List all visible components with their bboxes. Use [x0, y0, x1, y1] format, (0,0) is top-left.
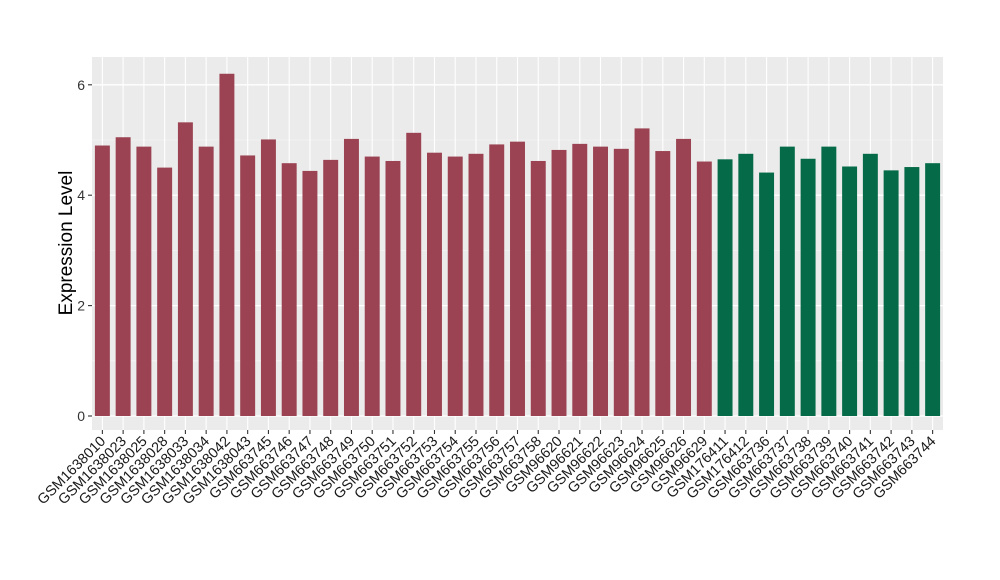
bar-GSM663753 — [427, 152, 442, 417]
bar-GSM96622 — [593, 146, 608, 416]
bar-GSM663738 — [800, 158, 816, 416]
y-tick-label: 0 — [77, 408, 85, 424]
bar-GSM663757 — [510, 141, 525, 416]
bar-GSM96623 — [613, 148, 629, 416]
bar-GSM96625 — [655, 151, 671, 417]
bar-GSM663749 — [343, 138, 359, 416]
y-axis-title: Expression Level — [56, 171, 77, 316]
bar-GSM663756 — [489, 144, 505, 416]
bar-GSM663746 — [281, 163, 297, 416]
bar-GSM663737 — [779, 146, 795, 416]
bar-GSM96624 — [634, 128, 650, 416]
bar-GSM663751 — [385, 160, 401, 416]
y-axis: 0 2 4 6 — [77, 77, 92, 424]
bar-GSM1638034 — [198, 146, 214, 416]
bar-GSM96620 — [551, 149, 567, 416]
bar-GSM663758 — [530, 160, 546, 416]
bar-GSM1638023 — [115, 137, 131, 417]
bar-GSM1638042 — [219, 73, 235, 416]
bar-GSM663748 — [323, 159, 339, 416]
bars-layer — [94, 73, 941, 417]
y-tick-label: 6 — [77, 77, 85, 93]
bar-GSM176411 — [717, 159, 733, 416]
bar-GSM1638010 — [94, 145, 110, 416]
y-tick-label: 2 — [77, 298, 85, 314]
bar-GSM663736 — [759, 172, 775, 416]
bar-GSM663742 — [883, 170, 899, 416]
bar-GSM663754 — [447, 156, 463, 416]
bar-GSM663739 — [821, 146, 837, 416]
bar-GSM1638033 — [177, 122, 193, 416]
y-tick-label: 4 — [77, 187, 85, 203]
bar-GSM663745 — [260, 139, 276, 416]
bar-GSM1638043 — [240, 155, 256, 416]
bar-GSM1638028 — [157, 167, 173, 416]
x-axis: GSM1638010GSM1638023GSM1638025GSM1638028… — [35, 430, 939, 508]
bar-GSM663741 — [862, 153, 878, 417]
bar-GSM96629 — [696, 161, 712, 416]
bar-GSM663752 — [406, 132, 422, 416]
bar-GSM663743 — [904, 167, 920, 416]
bar-GSM663747 — [302, 170, 318, 416]
bar-GSM663750 — [364, 156, 380, 416]
bar-GSM663744 — [925, 163, 941, 416]
bar-GSM663755 — [468, 153, 484, 417]
bar-GSM176412 — [738, 153, 754, 417]
bar-GSM96626 — [676, 138, 692, 416]
bar-GSM96621 — [572, 143, 588, 416]
bar-GSM663740 — [842, 166, 858, 416]
bar-GSM1638025 — [136, 146, 152, 416]
